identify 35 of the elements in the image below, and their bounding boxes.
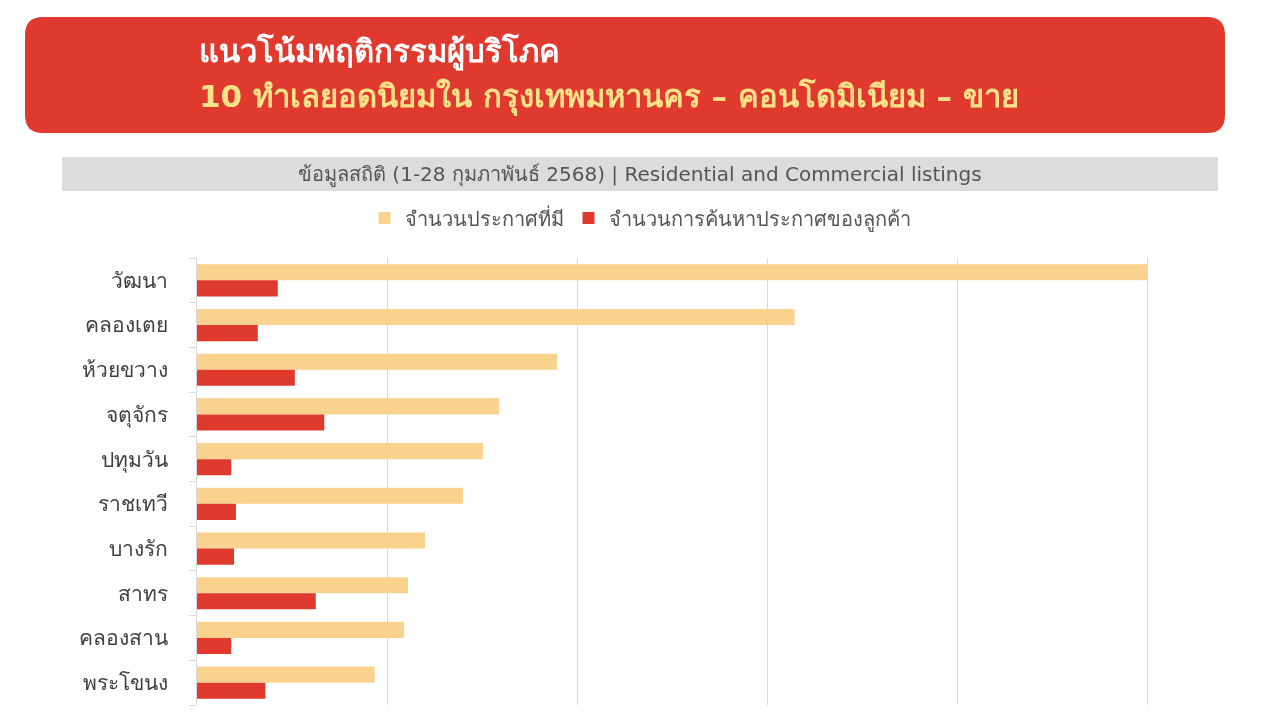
bar (197, 637, 232, 655)
bar (197, 398, 500, 415)
y-tick-label: สาทร (117, 581, 168, 606)
bar (197, 369, 295, 386)
bar (197, 353, 558, 370)
bar (197, 487, 463, 504)
bar (197, 593, 316, 610)
text: ข้อมูลสถิติ (1-28 กุมภาพันธ์ 2568) | Residential and Commercial listings (298, 162, 982, 187)
bar (197, 503, 236, 520)
bar (197, 577, 408, 594)
y-tick-label: วัฒนา (110, 268, 168, 293)
y-tick-label: ราชเทวี (97, 492, 168, 517)
y-tick-label: พระโขนง (82, 671, 168, 695)
y-tick-label: คลองเตย (84, 313, 168, 338)
y-tick-label: คลองสาน (78, 626, 168, 651)
bar (197, 264, 1147, 281)
bar (197, 414, 325, 431)
bar (197, 532, 425, 549)
y-tick-label: ปทุมวัน (100, 447, 168, 473)
bar (197, 459, 232, 476)
bar (197, 682, 266, 699)
y-tick-label: ห้วยขวาง (81, 358, 168, 383)
chart-subtitle: 10 ทำเลยอดนิยมใน กรุงเทพมหานคร – คอนโดมิเนียม – ขาย (199, 78, 1019, 116)
y-tick-label: บางรัก (108, 536, 168, 561)
bar (197, 280, 278, 297)
legend-label: จำนวนการค้นหาประกาศของลูกค้า (608, 206, 911, 232)
chart-title: แนวโน้มพฤติกรรมผู้บริโภค (199, 33, 560, 71)
bar (197, 548, 235, 565)
bar (197, 666, 375, 683)
bar (197, 325, 258, 342)
bar (197, 443, 483, 460)
y-tick-label: จตุจักร (105, 402, 168, 428)
legend-label: จำนวนประกาศที่มี (404, 204, 564, 231)
bar (197, 621, 405, 638)
bar (197, 308, 795, 326)
